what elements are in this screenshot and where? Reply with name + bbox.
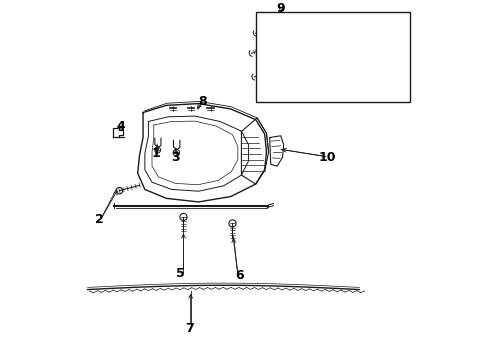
Text: 8: 8 <box>198 95 206 108</box>
Text: 3: 3 <box>171 151 179 164</box>
Text: 1: 1 <box>152 147 161 160</box>
Bar <box>256 12 410 102</box>
Text: 4: 4 <box>116 120 125 133</box>
Text: 9: 9 <box>276 2 285 15</box>
Text: 5: 5 <box>176 267 185 280</box>
Text: 10: 10 <box>318 151 336 164</box>
Text: 6: 6 <box>235 269 244 282</box>
Bar <box>297 46 304 58</box>
Text: 7: 7 <box>185 323 194 336</box>
Text: 2: 2 <box>95 213 103 226</box>
